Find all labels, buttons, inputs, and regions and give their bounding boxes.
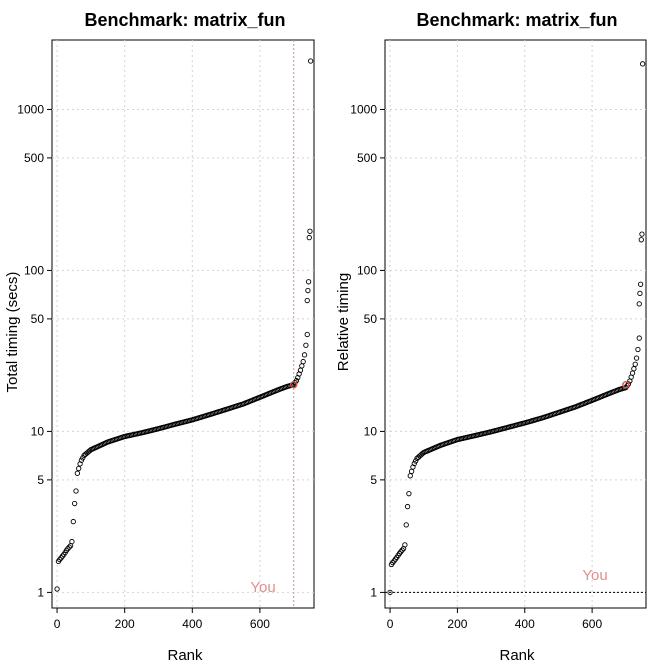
you-label: You bbox=[582, 567, 607, 584]
outlier-point bbox=[305, 287, 311, 294]
data-point bbox=[408, 468, 415, 475]
outlier-point bbox=[307, 228, 313, 234]
data-points bbox=[54, 58, 314, 592]
y-ticks: 1 5 10 50 100 500 1000 bbox=[350, 102, 385, 599]
x-tick-label: 0 bbox=[54, 617, 61, 631]
plot-frame bbox=[384, 39, 647, 609]
grid-lines bbox=[52, 40, 314, 608]
plot-frame bbox=[51, 39, 315, 609]
data-point bbox=[399, 547, 405, 553]
y-tick-label: 50 bbox=[31, 312, 45, 326]
outlier-point bbox=[639, 61, 646, 67]
y-tick-label: 1 bbox=[370, 585, 377, 599]
panel-relative-timing: Benchmark: matrix_fun 0 200 400 600 1510501… bbox=[335, 10, 647, 664]
y-axis-label: Relative timing bbox=[335, 273, 352, 371]
you-point bbox=[622, 381, 630, 389]
y-tick-label: 100 bbox=[24, 263, 44, 277]
data-point bbox=[303, 342, 309, 348]
grid-lines bbox=[385, 40, 646, 608]
x-ticks: 0 200 400 600 bbox=[54, 608, 270, 631]
data-point bbox=[65, 546, 71, 552]
outlier-point bbox=[307, 58, 314, 64]
y-tick-label: 1000 bbox=[17, 102, 44, 116]
data-point bbox=[631, 366, 637, 372]
data-point bbox=[404, 503, 411, 510]
outlier-point bbox=[637, 281, 644, 287]
data-point bbox=[300, 358, 306, 365]
x-tick-label: 200 bbox=[115, 617, 135, 631]
data-point bbox=[304, 331, 310, 338]
y-ticks: 1 5 10 50 100 500 1000 bbox=[17, 102, 52, 599]
x-tick-label: 0 bbox=[387, 617, 394, 631]
y-tick-label: 5 bbox=[37, 473, 44, 487]
outlier-point bbox=[638, 237, 644, 243]
data-point bbox=[299, 363, 305, 369]
you-point bbox=[290, 381, 298, 389]
outlier-point bbox=[304, 297, 310, 304]
y-tick-label: 100 bbox=[357, 263, 377, 277]
data-point bbox=[636, 335, 642, 341]
data-point bbox=[632, 361, 638, 367]
y-axis-label: Total timing (secs) bbox=[4, 272, 21, 393]
data-points bbox=[387, 61, 646, 596]
x-tick-label: 400 bbox=[182, 617, 202, 631]
outlier-point bbox=[637, 290, 643, 297]
y-tick-label: 1000 bbox=[350, 102, 377, 116]
x-axis-label: Rank bbox=[499, 647, 535, 664]
y-tick-label: 10 bbox=[31, 424, 45, 438]
y-tick-label: 1 bbox=[37, 585, 44, 599]
data-point bbox=[301, 352, 308, 358]
panel-total-timing: Benchmark: matrix_fun 0 200 400 600 1510501… bbox=[4, 10, 315, 664]
data-point bbox=[411, 460, 417, 467]
outlier-point bbox=[636, 301, 642, 307]
x-tick-label: 200 bbox=[447, 617, 467, 631]
x-tick-label: 600 bbox=[250, 617, 270, 631]
data-point bbox=[76, 465, 82, 472]
data-point bbox=[629, 370, 636, 376]
data-point bbox=[403, 522, 409, 528]
y-tick-label: 50 bbox=[364, 312, 378, 326]
data-point bbox=[406, 491, 412, 497]
data-point bbox=[387, 589, 393, 596]
data-point bbox=[412, 458, 419, 464]
data-point bbox=[407, 473, 413, 479]
data-point bbox=[633, 355, 640, 361]
chart-title: Benchmark: matrix_fun bbox=[84, 10, 285, 30]
data-point bbox=[72, 500, 78, 507]
y-tick-label: 500 bbox=[357, 151, 377, 165]
chart-title: Benchmark: matrix_fun bbox=[416, 10, 617, 30]
data-point bbox=[70, 518, 76, 525]
data-point bbox=[74, 470, 81, 476]
x-tick-label: 600 bbox=[582, 617, 602, 631]
x-tick-label: 400 bbox=[515, 617, 535, 631]
data-point bbox=[54, 586, 60, 592]
data-point bbox=[635, 346, 641, 353]
outlier-point bbox=[305, 279, 312, 285]
y-tick-label: 5 bbox=[370, 473, 377, 487]
outlier-point bbox=[306, 234, 312, 241]
data-point bbox=[66, 544, 72, 550]
y-tick-label: 10 bbox=[364, 424, 378, 438]
you-label: You bbox=[250, 579, 275, 596]
y-tick-label: 500 bbox=[24, 151, 44, 165]
data-point bbox=[402, 542, 408, 548]
data-point bbox=[398, 549, 404, 555]
data-point bbox=[73, 488, 79, 494]
outlier-point bbox=[639, 231, 645, 237]
data-point bbox=[69, 538, 75, 545]
x-axis-label: Rank bbox=[167, 647, 203, 664]
x-ticks: 0 200 400 600 bbox=[387, 608, 602, 631]
